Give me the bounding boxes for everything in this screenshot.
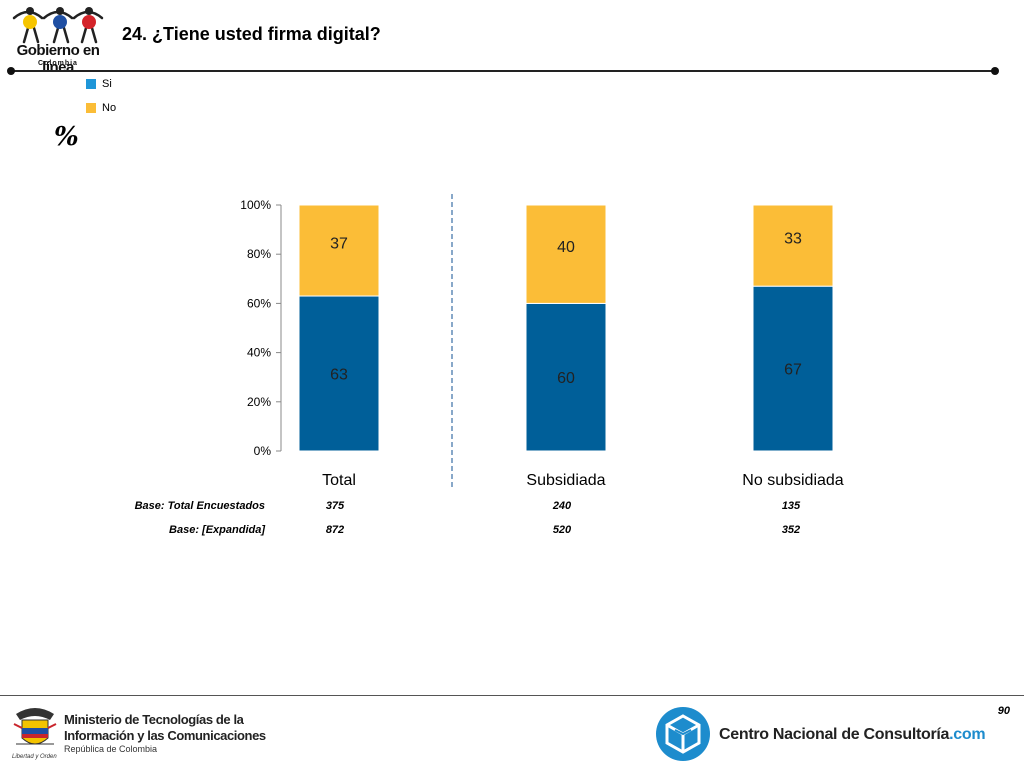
cnc-name-main: Centro Nacional de Consultoría bbox=[719, 726, 950, 743]
ministry-name-line1: Ministerio de Tecnologías de la bbox=[64, 712, 244, 727]
cnc-name: Centro Nacional de Consultoría.com bbox=[719, 726, 986, 744]
legend-item-no: No bbox=[86, 102, 116, 114]
percent-symbol: % bbox=[54, 122, 79, 152]
base-value: 520 bbox=[552, 524, 572, 536]
y-tick-label: 60% bbox=[247, 296, 271, 310]
ministry-name-line2: Información y las Comunicaciones bbox=[64, 728, 266, 743]
data-label: 63 bbox=[330, 367, 348, 384]
base-value: 135 bbox=[781, 500, 801, 512]
bar-segment-no bbox=[298, 204, 380, 297]
data-label: 67 bbox=[784, 362, 802, 379]
base-label: Base: Total Encuestados bbox=[134, 500, 265, 512]
data-label: 33 bbox=[784, 231, 802, 248]
logo-subtext: Colombia bbox=[38, 60, 78, 67]
cnc-logo: Centro Nacional de Consultoría.com bbox=[655, 706, 986, 764]
y-tick-label: 40% bbox=[247, 346, 271, 360]
bar-segment-no bbox=[525, 204, 607, 304]
legend-swatch-no bbox=[86, 103, 96, 113]
page-number: 90 bbox=[997, 705, 1010, 717]
category-label: No subsidiada bbox=[742, 472, 844, 489]
header-divider bbox=[10, 70, 996, 72]
base-value: 240 bbox=[552, 500, 572, 512]
base-value: 375 bbox=[325, 500, 345, 512]
legend-label-no: No bbox=[102, 102, 117, 114]
data-label: 60 bbox=[557, 370, 575, 387]
page-title: 24. ¿Tiene usted firma digital? bbox=[122, 24, 381, 44]
divider-dot-right bbox=[991, 67, 999, 75]
bar-segment-si bbox=[298, 295, 380, 452]
cnc-cube-icon bbox=[656, 707, 710, 761]
legend-item-si: Si bbox=[86, 78, 112, 90]
y-tick-label: 0% bbox=[254, 444, 272, 458]
people-figures-icon bbox=[12, 7, 104, 44]
coat-of-arms-icon bbox=[13, 708, 57, 745]
y-tick-label: 20% bbox=[247, 395, 271, 409]
y-tick-label: 80% bbox=[247, 247, 271, 261]
data-label: 40 bbox=[557, 239, 575, 256]
cnc-name-suffix: .com bbox=[949, 726, 986, 743]
legend-swatch-si bbox=[86, 79, 96, 89]
y-tick-label: 100% bbox=[240, 198, 271, 212]
divider-dot-left bbox=[7, 67, 15, 75]
base-label: Base: [Expandida] bbox=[169, 524, 265, 536]
bar-segment-no bbox=[752, 204, 834, 287]
category-label: Total bbox=[322, 472, 356, 489]
category-label: Subsidiada bbox=[526, 472, 605, 489]
data-label: 37 bbox=[330, 236, 348, 253]
bar-segment-si bbox=[525, 302, 607, 452]
legend-label-si: Si bbox=[102, 78, 112, 90]
base-value: 352 bbox=[781, 524, 801, 536]
bar-segment-si bbox=[752, 285, 834, 452]
ministry-country: República de Colombia bbox=[64, 744, 158, 754]
base-value: 872 bbox=[325, 524, 345, 536]
ministry-motto: Libertad y Orden bbox=[12, 754, 57, 760]
stacked-bar-chart: 0% 20% 40% 60% 80% 100% 63 37 Total 60 40 Subsidiad… bbox=[240, 194, 844, 490]
footer-divider bbox=[0, 695, 1024, 696]
ministry-logo: Ministerio de Tecnologías de la Informac… bbox=[10, 704, 266, 764]
